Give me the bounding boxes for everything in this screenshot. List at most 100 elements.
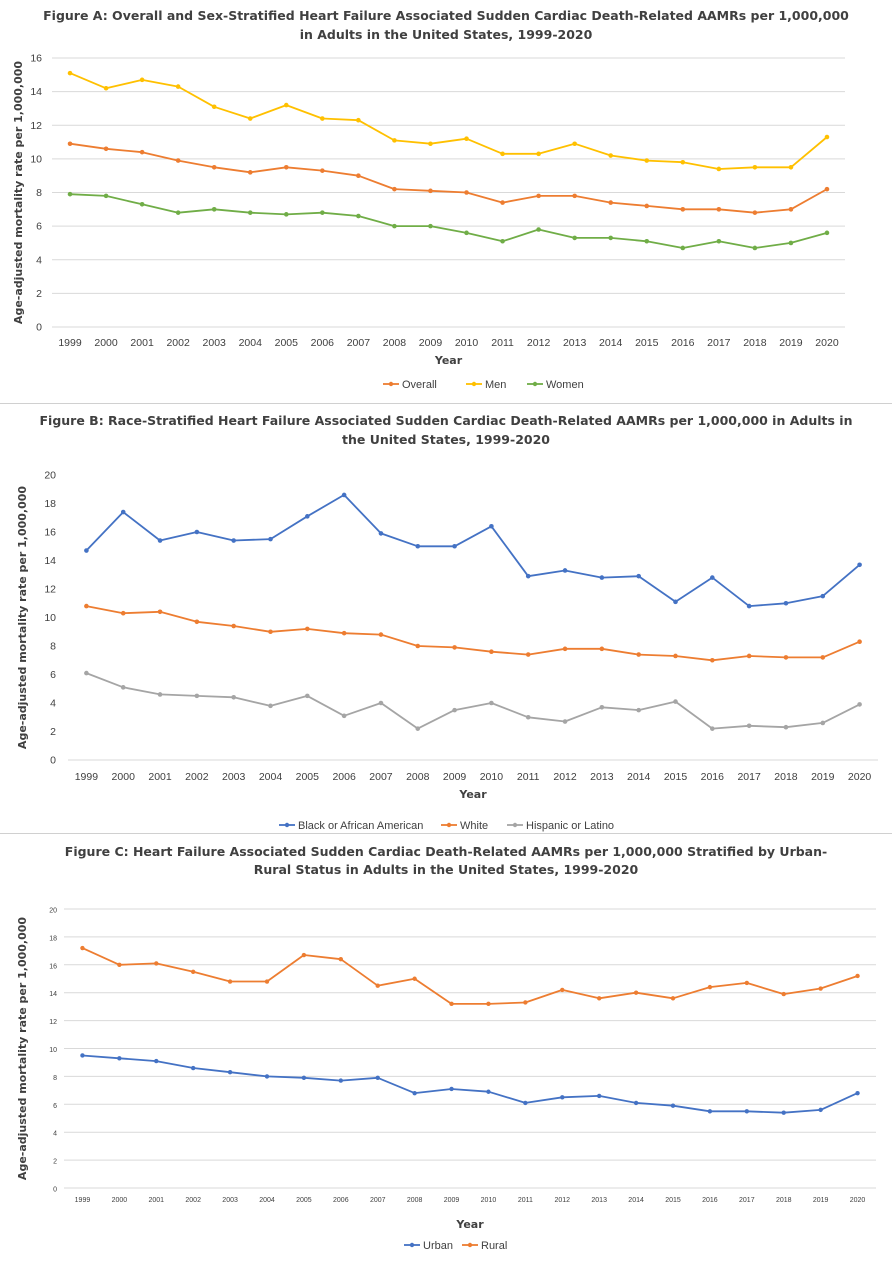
figure-b-point-white-2008 [415,643,421,649]
figure-a-point-overall-2015 [644,203,650,209]
figure-c-x-tick-2001: 2001 [148,1197,164,1204]
figure-a-point-women-2002 [175,210,181,215]
figure-a-point-overall-2005 [283,164,289,170]
figure-c-legend-label-rural: Rural [481,1240,507,1252]
figure-c-point-rural-2014 [633,990,639,995]
figure-b-point-black-or-african-american-2006 [341,492,347,498]
figure-b-x-tick-2019: 2019 [811,771,835,783]
figure-c-point-rural-2002 [190,969,196,974]
figure-c-point-urban-2015 [670,1103,676,1108]
figure-c-point-urban-2013 [596,1093,602,1099]
figure-c-point-urban-2017 [744,1109,750,1114]
figure-b-point-black-or-african-american-2001 [157,538,163,543]
figure-a-x-tick-2007: 2007 [347,337,371,349]
figure-c-point-rural-2017 [744,980,750,986]
figure-b-point-black-or-african-american-2003 [231,538,236,543]
figure-a-point-women-2011 [500,238,505,244]
figure-a-point-men-2011 [500,151,505,157]
figure-c-x-tick-2002: 2002 [185,1197,201,1204]
figure-c-point-rural-2004 [264,979,270,984]
figure-b-x-tick-2008: 2008 [406,771,430,783]
figure-b-point-black-or-african-american-2016 [710,575,715,580]
figure-b-point-white-2002 [194,619,200,625]
figure-c-y-tick-2: 2 [53,1159,57,1166]
figure-c-point-rural-2003 [227,979,233,984]
figure-a-point-overall-2018 [752,210,758,215]
figure-b-legend-marker-white [446,822,452,828]
figure-a-legend-marker-overall [388,381,394,387]
figure-b-y-tick-6: 6 [50,669,56,681]
figure-a-point-overall-2019 [788,207,794,212]
figure-b-x-tick-2007: 2007 [369,771,393,783]
figure-a-point-overall-2012 [536,193,541,199]
figure-b-point-white-2016 [710,657,715,663]
figure-b-title-line-1: Figure B: Race-Stratified Heart Failure … [40,413,853,428]
figure-a-point-men-2016 [680,159,686,165]
figure-c-y-tick-4: 4 [53,1131,57,1138]
figure-b-point-black-or-african-american-2010 [489,524,494,529]
figure-a-x-tick-2014: 2014 [599,337,623,349]
figure-b-title-line-2: the United States, 1999-2020 [342,432,550,447]
figure-b-series-line-hispanic-or-latino [86,672,861,730]
figure-b-y-tick-18: 18 [44,498,56,510]
figure-c-point-rural-2006 [338,957,344,962]
figure-b-point-white-2019 [820,655,826,660]
figure-c-point-rural-2012 [560,987,565,993]
figure-c-x-tick-2015: 2015 [665,1197,681,1204]
figure-c-point-rural-2008 [412,976,417,981]
figure-b-x-tick-2000: 2000 [112,771,136,783]
figure-a-point-women-2009 [428,223,433,229]
figure-a-y-tick-4: 4 [36,254,42,266]
figure-a-point-men-2002 [175,84,181,89]
figure-a-point-overall-2002 [175,158,181,163]
figure-b-legend-label-black-or-african-american: Black or African American [298,820,423,832]
figure-a-point-women-2018 [752,245,758,251]
figure-a-point-men-2012 [536,151,541,157]
figure-a-point-overall-2001 [139,149,145,155]
figure-b-y-tick-14: 14 [44,555,56,567]
figure-b-point-white-2003 [231,623,236,629]
figure-c-y-tick-16: 16 [49,963,57,970]
figure-c-point-rural-2015 [670,996,676,1001]
figure-c-point-urban-2010 [486,1089,491,1094]
figure-b-point-white-2000 [120,610,126,616]
figure-a-point-overall-2008 [392,186,397,192]
figure-b-chart: Figure B: Race-Stratified Heart Failure … [16,413,878,832]
figure-a-point-women-2006 [320,210,325,215]
figure-b-y-tick-20: 20 [44,470,56,482]
figure-a-point-women-2001 [139,201,145,207]
figure-a-x-tick-2005: 2005 [275,337,299,349]
figure-a-point-women-2003 [211,207,217,212]
figure-a-point-overall-2020 [824,186,830,192]
figure-a-y-axis-label: Age-adjusted mortality rate per 1,000,00… [12,61,25,324]
figure-c-x-tick-2007: 2007 [370,1197,386,1204]
figure-a-point-women-2012 [536,227,541,232]
figure-c-legend-label-urban: Urban [423,1240,453,1252]
figure-b-x-tick-2009: 2009 [443,771,467,783]
figure-b-legend-marker-black-or-african-american [284,822,290,828]
figure-c-point-rural-2018 [781,991,786,997]
figure-b-point-hispanic-or-latino-2000 [120,685,126,690]
figure-c-point-rural-2020 [855,973,860,979]
figure-a-point-men-2018 [752,164,758,170]
figure-a-point-men-2000 [103,85,109,91]
figure-c-point-rural-2005 [301,952,307,958]
figure-b-point-hispanic-or-latino-2010 [489,700,494,706]
figure-c-point-rural-2019 [818,986,823,991]
figure-c-y-tick-18: 18 [49,935,57,942]
figure-c-x-tick-2012: 2012 [554,1197,570,1204]
figure-b-point-black-or-african-american-2020 [857,562,862,568]
figure-b-point-black-or-african-american-2012 [562,568,568,573]
divider-a-b [0,403,892,404]
figure-b-point-black-or-african-american-2018 [783,600,789,606]
figure-c-y-tick-20: 20 [49,908,57,915]
figure-c-point-urban-2006 [338,1078,344,1083]
figure-a-point-women-2019 [788,240,794,246]
figure-b-series-line-black-or-african-american [85,494,861,608]
figure-a-point-men-1999 [67,70,73,76]
figure-b-x-tick-2017: 2017 [737,771,761,783]
figure-a-point-men-2007 [356,117,361,123]
figure-c-point-rural-1999 [80,945,85,951]
figure-a-legend-label-men: Men [485,379,506,391]
figure-c-y-tick-10: 10 [49,1047,57,1054]
